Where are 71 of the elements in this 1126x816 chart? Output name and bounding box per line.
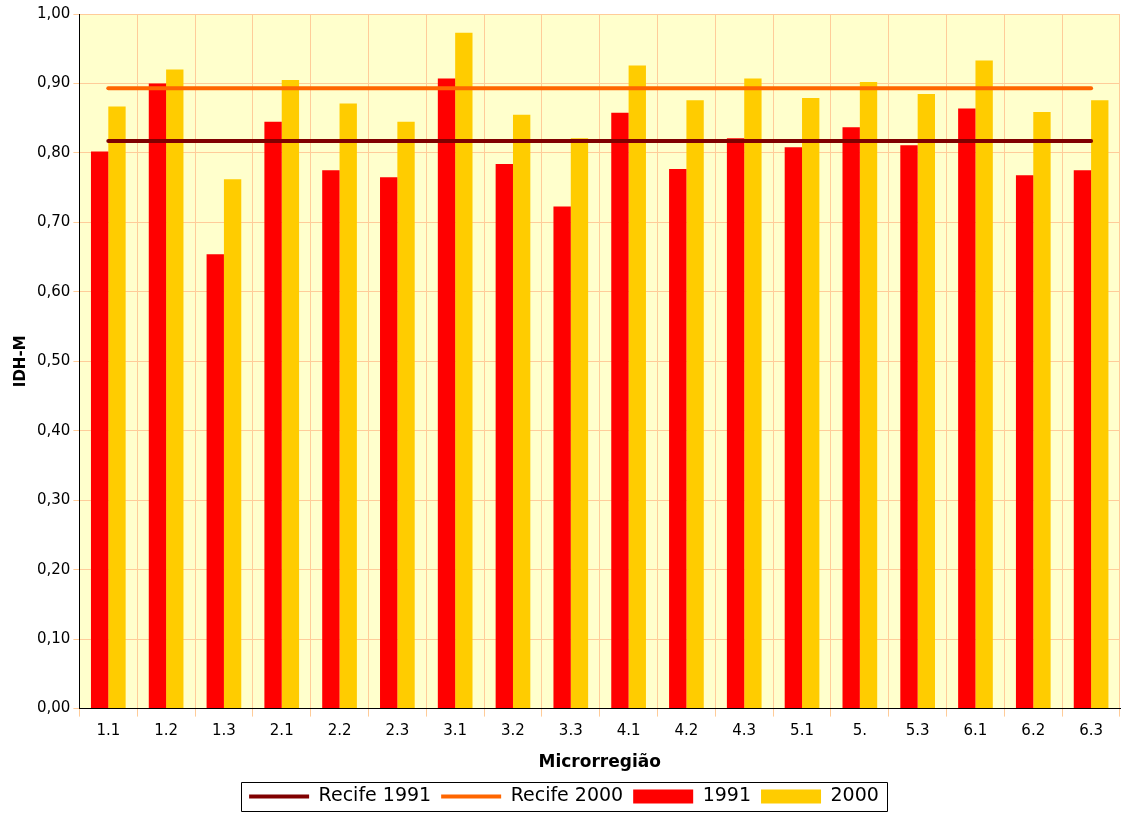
x-tick-label: 6.1 bbox=[963, 721, 988, 740]
y-tick-label: 0,00 bbox=[36, 698, 71, 717]
x-tick-label: 6.3 bbox=[1079, 721, 1104, 740]
y-tick-label: 0,30 bbox=[36, 490, 71, 509]
x-tick-label: 2.1 bbox=[269, 721, 294, 740]
bar bbox=[322, 170, 340, 709]
bar bbox=[669, 168, 687, 709]
bar bbox=[917, 93, 935, 709]
x-tick-label: 1.1 bbox=[96, 721, 121, 740]
y-tick-label: 0,70 bbox=[36, 212, 71, 231]
x-tick-label: 3.3 bbox=[558, 721, 583, 740]
y-tick-label: 0,20 bbox=[36, 559, 71, 578]
y-tick-label: 1,00 bbox=[36, 3, 71, 22]
x-tick-label: 4.3 bbox=[732, 721, 757, 740]
bar bbox=[223, 179, 242, 709]
bar bbox=[108, 106, 126, 709]
x-tick-label: 5. bbox=[852, 721, 868, 740]
bar bbox=[958, 108, 976, 709]
bar bbox=[148, 83, 167, 709]
bar bbox=[1073, 170, 1092, 709]
bar bbox=[437, 78, 456, 709]
bar bbox=[495, 164, 513, 709]
legend-label: Recife 1991 bbox=[318, 783, 432, 806]
bar bbox=[1033, 111, 1051, 709]
bar bbox=[726, 138, 745, 709]
y-axis-title: IDH-M bbox=[10, 335, 29, 388]
bar bbox=[512, 114, 531, 709]
x-tick-label: 3.2 bbox=[501, 721, 525, 740]
bar bbox=[281, 79, 300, 709]
legend-label: Recife 2000 bbox=[510, 783, 624, 806]
bar bbox=[975, 60, 993, 709]
x-tick-label: 2.2 bbox=[327, 721, 352, 740]
y-tick-label: 0,90 bbox=[36, 73, 71, 92]
bar bbox=[802, 98, 820, 709]
x-tick-label: 2.3 bbox=[385, 721, 410, 740]
x-tick-label: 4.2 bbox=[674, 721, 699, 740]
x-tick-label: 1.3 bbox=[212, 721, 236, 740]
x-tick-label: 1.2 bbox=[154, 721, 179, 740]
bar bbox=[339, 103, 357, 709]
x-tick-label: 6.2 bbox=[1021, 721, 1046, 740]
bar bbox=[206, 254, 224, 709]
x-axis-title: Microrregião bbox=[538, 751, 661, 772]
bar bbox=[1091, 100, 1109, 709]
bar bbox=[570, 138, 589, 709]
x-tick-label: 5.3 bbox=[905, 721, 930, 740]
y-tick-label: 0,50 bbox=[36, 351, 71, 370]
bar bbox=[859, 82, 878, 709]
bar bbox=[686, 100, 704, 709]
bar bbox=[397, 121, 415, 709]
x-tick-label: 3.1 bbox=[443, 721, 468, 740]
y-tick-label: 0,60 bbox=[36, 281, 71, 300]
legend-label: 2000 bbox=[830, 783, 879, 806]
bar bbox=[900, 145, 918, 709]
bar bbox=[744, 78, 762, 709]
bar bbox=[553, 206, 571, 709]
bar bbox=[784, 147, 803, 709]
bar bbox=[628, 65, 646, 709]
y-tick-label: 0,40 bbox=[36, 420, 71, 439]
bar bbox=[380, 177, 398, 709]
bar bbox=[611, 112, 629, 709]
x-tick-label: 4.1 bbox=[616, 721, 641, 740]
bar bbox=[166, 69, 184, 709]
legend-label: 1991 bbox=[702, 783, 752, 806]
bar bbox=[1015, 175, 1034, 709]
bar bbox=[842, 127, 860, 709]
y-tick-label: 0,80 bbox=[36, 142, 71, 161]
x-tick-label: 5.1 bbox=[790, 721, 814, 740]
bar bbox=[90, 151, 109, 709]
bar bbox=[455, 32, 473, 709]
bar bbox=[264, 121, 282, 709]
y-tick-label: 0,10 bbox=[36, 629, 71, 648]
